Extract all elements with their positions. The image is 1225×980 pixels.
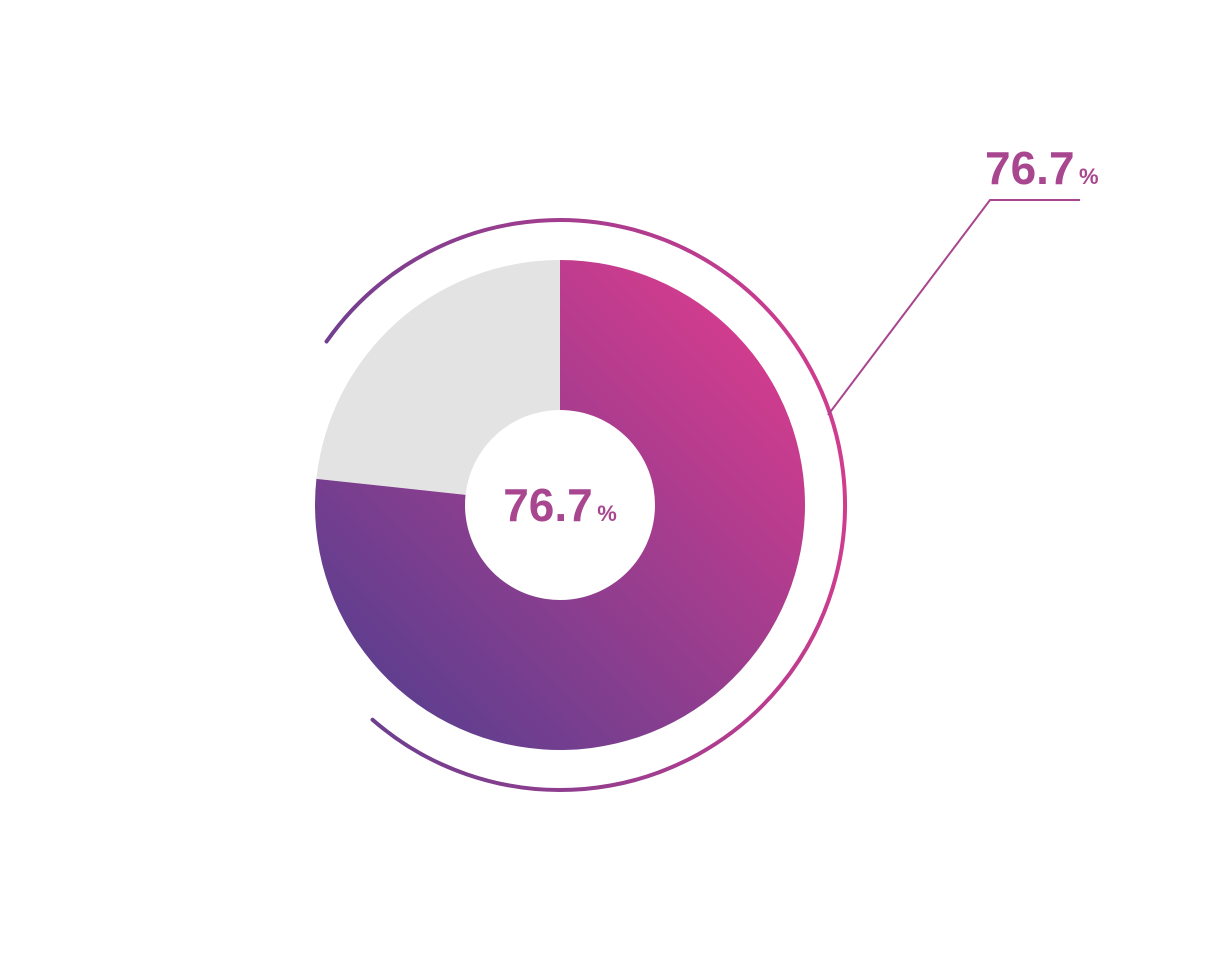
- percentage-donut-chart: 76.7 % 76.7 %: [0, 0, 1225, 980]
- callout-percentage-label: 76.7 %: [985, 145, 1099, 191]
- center-percentage-value: 76.7: [503, 479, 593, 531]
- donut-remaining-slice: [316, 260, 560, 495]
- callout-leader-line: [828, 200, 1080, 415]
- center-percentage-symbol: %: [597, 501, 617, 526]
- callout-percentage-value: 76.7: [985, 142, 1075, 194]
- callout-percentage-symbol: %: [1079, 164, 1099, 189]
- center-percentage-label: 76.7 %: [503, 482, 617, 528]
